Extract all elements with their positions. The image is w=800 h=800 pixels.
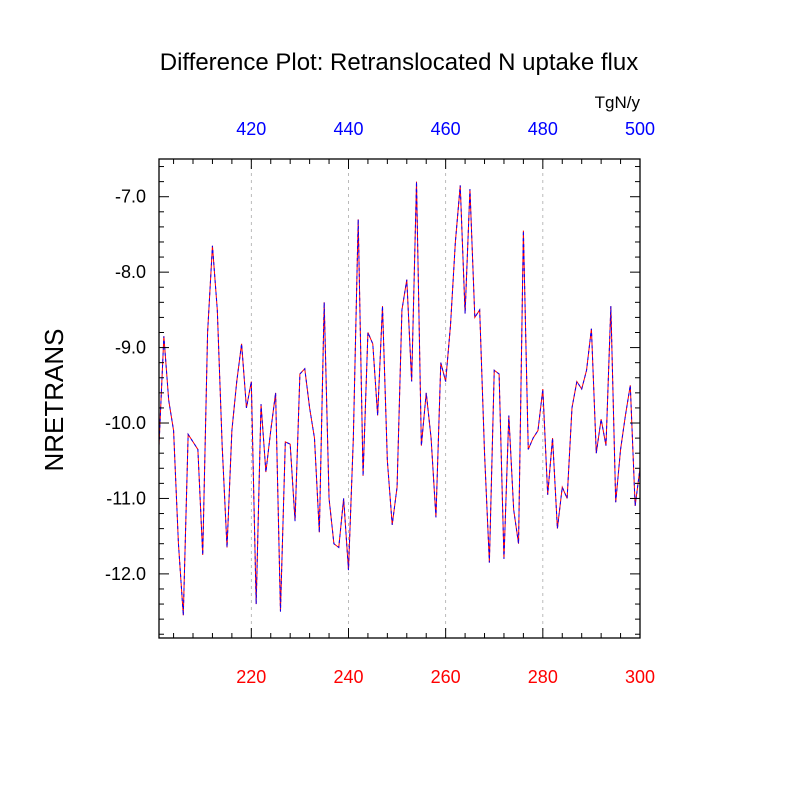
x-tick-label-top: 440 — [333, 119, 363, 139]
y-axis-label: NRETRANS — [39, 328, 69, 471]
units-label: TgN/y — [595, 93, 641, 112]
tick-labels: -7.0 -8.0 -9.0 -10.0 -11.0 -12.0 220 240 260 280 3… — [105, 119, 655, 687]
y-tick-label: -10.0 — [105, 413, 146, 433]
x-tick-label-bottom: 220 — [236, 667, 266, 687]
x-tick-label-top: 460 — [431, 119, 461, 139]
series-line-blue — [158, 181, 641, 616]
series-lines — [158, 181, 641, 616]
x-tick-label-bottom: 280 — [528, 667, 558, 687]
x-tick-label-bottom: 240 — [333, 667, 363, 687]
y-tick-label: -12.0 — [105, 564, 146, 584]
x-tick-label-top: 480 — [528, 119, 558, 139]
x-tick-label-top: 500 — [625, 119, 655, 139]
plot-frame — [158, 158, 641, 639]
y-tick-label: -11.0 — [106, 488, 146, 508]
y-tick-label: -9.0 — [115, 338, 146, 358]
axis-ticks — [159, 159, 640, 638]
x-tick-label-bottom: 260 — [431, 667, 461, 687]
x-tick-label-bottom: 300 — [625, 667, 655, 687]
chart-title: Difference Plot: Retranslocated N uptake… — [160, 49, 638, 76]
y-tick-label: -8.0 — [115, 262, 146, 282]
y-tick-label: -7.0 — [115, 187, 146, 207]
grid-lines — [250, 159, 544, 638]
x-tick-label-top: 420 — [236, 119, 266, 139]
